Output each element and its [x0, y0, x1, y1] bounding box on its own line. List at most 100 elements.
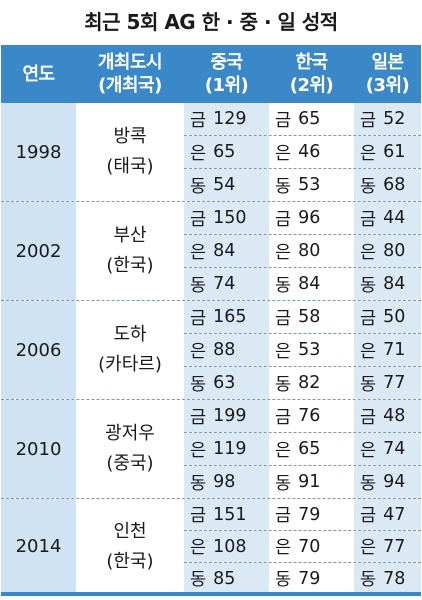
table-row: 2006 도하 (카타르) 금 165 금 58 금 50 은 88 은 53 은 71 동 63 동 82 동 77 — [1, 301, 421, 400]
medal-count: 58 — [298, 307, 321, 327]
japan-medal-cell: 금 47 — [354, 499, 421, 530]
korea-medal-cell: 동 82 — [269, 367, 354, 399]
medal-block: 금 150 금 96 금 44 은 84 은 80 은 80 동 74 동 84 동 84 — [184, 202, 421, 300]
china-medal-cell: 동 85 — [184, 563, 269, 594]
medal-label: 금 — [275, 209, 292, 230]
medal-count: 80 — [383, 241, 406, 261]
header-japan-line2: (3위) — [365, 75, 410, 96]
medal-label: 금 — [360, 110, 377, 131]
china-medal-cell: 은 84 — [184, 235, 269, 267]
medal-row: 금 165 금 58 금 50 — [184, 301, 421, 334]
header-japan-line1: 일본 — [371, 52, 404, 73]
medal-row: 금 150 금 96 금 44 — [184, 202, 421, 235]
korea-medal-cell: 금 96 — [269, 202, 354, 234]
medal-block: 금 129 금 65 금 52 은 65 은 46 은 61 동 54 동 53 동 68 — [184, 103, 421, 201]
japan-medal-cell: 은 71 — [354, 334, 421, 366]
medal-count: 94 — [383, 472, 406, 492]
medal-label: 금 — [360, 506, 377, 526]
medal-count: 78 — [383, 568, 406, 589]
japan-medal-cell: 금 48 — [354, 400, 421, 432]
medal-row: 은 88 은 53 은 71 — [184, 334, 421, 367]
medal-label: 은 — [275, 143, 292, 164]
korea-medal-cell: 은 65 — [269, 433, 354, 465]
host-cell: 광저우 (중국) — [76, 400, 184, 498]
header-korea: 한국 (2위) — [269, 45, 354, 103]
china-medal-cell: 은 119 — [184, 433, 269, 465]
japan-medal-cell: 금 52 — [354, 103, 421, 135]
medal-count: 85 — [213, 568, 236, 589]
medal-count: 65 — [213, 142, 236, 162]
table-row: 2010 광저우 (중국) 금 199 금 76 금 48 은 119 은 65 은 74 동 98 동 91 동 94 — [1, 400, 421, 499]
korea-medal-cell: 금 58 — [269, 301, 354, 333]
medal-label: 금 — [360, 209, 377, 230]
medal-label: 은 — [190, 143, 207, 164]
medal-count: 84 — [213, 241, 236, 261]
header-korea-line1: 한국 — [295, 52, 328, 73]
medal-label: 동 — [360, 176, 377, 197]
host-city: 인천 — [113, 520, 147, 542]
japan-medal-cell: 금 44 — [354, 202, 421, 234]
medal-count: 165 — [213, 307, 247, 327]
medal-count: 199 — [213, 406, 247, 426]
medal-label: 은 — [360, 242, 377, 263]
header-japan: 일본 (3위) — [354, 45, 421, 103]
header-china: 중국 (1위) — [184, 45, 269, 103]
header-host: 개최도시 (개최국) — [76, 45, 184, 103]
medal-count: 65 — [298, 109, 321, 129]
header-year-label: 연도 — [22, 63, 55, 85]
medal-label: 동 — [275, 570, 292, 590]
korea-medal-cell: 동 53 — [269, 169, 354, 201]
china-medal-cell: 동 98 — [184, 466, 269, 498]
table-title: 최근 5회 AG 한 · 중 · 일 성적 — [84, 10, 338, 34]
medal-count: 84 — [383, 274, 406, 294]
host-cell: 부산 (한국) — [76, 202, 184, 300]
header-china-line2: (1위) — [204, 75, 249, 96]
medal-label: 금 — [190, 506, 207, 526]
medal-label: 금 — [275, 407, 292, 428]
china-medal-cell: 금 151 — [184, 499, 269, 530]
japan-medal-cell: 동 78 — [354, 563, 421, 594]
table-row: 1998 방콕 (태국) 금 129 금 65 금 52 은 65 은 46 은 61 동 54 동 53 동 68 — [1, 103, 421, 202]
host-city: 도하 — [113, 324, 147, 345]
medal-count: 53 — [298, 175, 321, 195]
medal-count: 48 — [383, 406, 406, 426]
host-country: (중국) — [106, 453, 154, 474]
japan-medal-cell: 은 80 — [354, 235, 421, 267]
china-medal-cell: 동 63 — [184, 367, 269, 399]
korea-medal-cell: 은 46 — [269, 136, 354, 168]
medal-count: 74 — [213, 274, 236, 294]
medal-count: 50 — [383, 307, 406, 327]
medal-label: 금 — [275, 506, 292, 526]
korea-medal-cell: 금 79 — [269, 499, 354, 530]
medal-count: 47 — [383, 504, 406, 525]
medal-count: 119 — [213, 439, 247, 459]
korea-medal-cell: 은 70 — [269, 531, 354, 562]
medal-row: 금 151 금 79 금 47 — [184, 499, 421, 531]
medal-row: 동 63 동 82 동 77 — [184, 367, 421, 399]
year-cell: 2014 — [1, 499, 76, 594]
medal-label: 은 — [360, 143, 377, 164]
china-medal-cell: 금 129 — [184, 103, 269, 135]
china-medal-cell: 은 88 — [184, 334, 269, 366]
table-body: 1998 방콕 (태국) 금 129 금 65 금 52 은 65 은 46 은 61 동 54 동 53 동 68 20… — [1, 103, 421, 594]
japan-medal-cell: 동 94 — [354, 466, 421, 498]
china-medal-cell: 동 54 — [184, 169, 269, 201]
medal-row: 은 119 은 65 은 74 — [184, 433, 421, 466]
medal-label: 금 — [360, 308, 377, 329]
medal-label: 은 — [360, 538, 377, 558]
year-cell: 2002 — [1, 202, 76, 300]
medal-label: 금 — [190, 308, 207, 329]
medal-label: 금 — [190, 209, 207, 230]
china-medal-cell: 금 199 — [184, 400, 269, 432]
medal-count: 54 — [213, 175, 236, 195]
medal-row: 동 74 동 84 동 84 — [184, 268, 421, 300]
host-city: 광저우 — [105, 423, 155, 444]
header-host-line2: (개최국) — [98, 75, 162, 96]
medal-label: 은 — [275, 538, 292, 558]
medal-label: 동 — [190, 473, 207, 494]
year-cell: 2010 — [1, 400, 76, 498]
medal-row: 금 129 금 65 금 52 — [184, 103, 421, 136]
japan-medal-cell: 동 77 — [354, 367, 421, 399]
china-medal-cell: 은 65 — [184, 136, 269, 168]
medal-block: 금 199 금 76 금 48 은 119 은 65 은 74 동 98 동 91 동 94 — [184, 400, 421, 498]
